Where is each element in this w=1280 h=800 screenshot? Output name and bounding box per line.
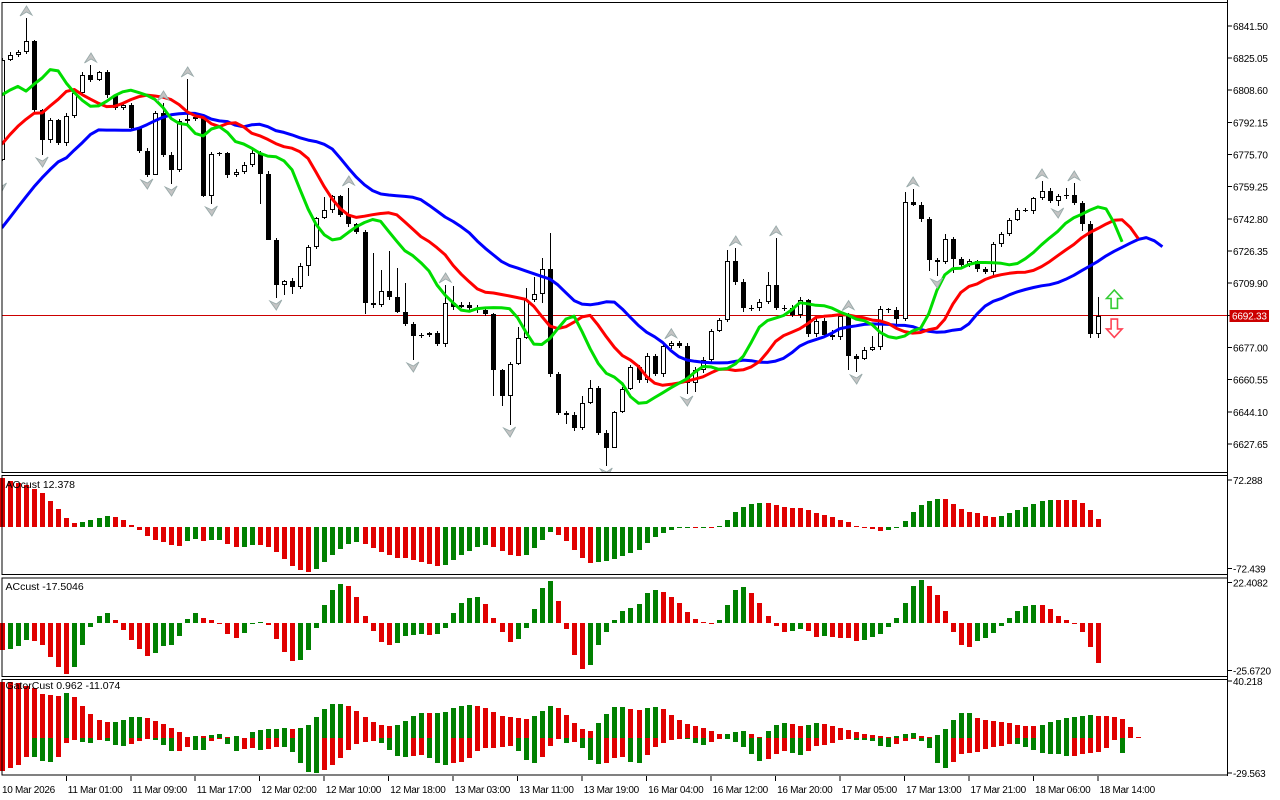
svg-text:ACcust -17.5046: ACcust -17.5046	[6, 581, 84, 593]
svg-text:72.288: 72.288	[1233, 476, 1263, 487]
svg-text:18 Mar 14:00: 18 Mar 14:00	[1100, 785, 1156, 796]
svg-text:16 Mar 04:00: 16 Mar 04:00	[648, 785, 704, 796]
svg-text:13 Mar 19:00: 13 Mar 19:00	[584, 785, 640, 796]
svg-text:6726.35: 6726.35	[1233, 247, 1268, 258]
svg-text:22.4082: 22.4082	[1233, 578, 1268, 589]
svg-text:11 Mar 09:00: 11 Mar 09:00	[132, 785, 187, 796]
svg-text:6775.70: 6775.70	[1233, 151, 1268, 162]
svg-text:6709.90: 6709.90	[1233, 279, 1268, 290]
svg-text:16 Mar 20:00: 16 Mar 20:00	[777, 785, 833, 796]
svg-text:6692.33: 6692.33	[1232, 312, 1267, 323]
svg-text:13 Mar 11:00: 13 Mar 11:00	[519, 785, 574, 796]
svg-text:6808.60: 6808.60	[1233, 86, 1268, 97]
svg-text:17 Mar 05:00: 17 Mar 05:00	[842, 785, 898, 796]
svg-text:12 Mar 10:00: 12 Mar 10:00	[326, 785, 382, 796]
svg-text:6644.10: 6644.10	[1233, 408, 1268, 419]
svg-text:6660.55: 6660.55	[1233, 376, 1268, 387]
svg-text:11 Mar 01:00: 11 Mar 01:00	[68, 785, 123, 796]
svg-text:6792.15: 6792.15	[1233, 118, 1268, 129]
svg-text:18 Mar 06:00: 18 Mar 06:00	[1035, 785, 1091, 796]
svg-text:GatorCust 0.962 -11.074: GatorCust 0.962 -11.074	[6, 680, 121, 692]
svg-text:-25.6720: -25.6720	[1233, 666, 1272, 677]
svg-text:6841.50: 6841.50	[1233, 22, 1268, 33]
svg-text:12 Mar 02:00: 12 Mar 02:00	[261, 785, 317, 796]
svg-text:6627.65: 6627.65	[1233, 440, 1268, 451]
svg-text:AOcust 12.378: AOcust 12.378	[6, 479, 76, 491]
svg-text:13 Mar 03:00: 13 Mar 03:00	[455, 785, 511, 796]
svg-text:6825.05: 6825.05	[1233, 54, 1268, 65]
svg-text:10 Mar 2026: 10 Mar 2026	[2, 785, 56, 796]
svg-text:11 Mar 17:00: 11 Mar 17:00	[197, 785, 252, 796]
svg-text:-29.563: -29.563	[1233, 769, 1266, 780]
svg-text:6742.80: 6742.80	[1233, 215, 1268, 226]
svg-text:6759.25: 6759.25	[1233, 183, 1268, 194]
svg-text:6677.00: 6677.00	[1233, 344, 1268, 355]
svg-text:12 Mar 18:00: 12 Mar 18:00	[390, 785, 446, 796]
svg-text:17 Mar 13:00: 17 Mar 13:00	[906, 785, 962, 796]
svg-text:40.218: 40.218	[1233, 677, 1263, 688]
svg-text:-72.439: -72.439	[1233, 564, 1266, 575]
svg-text:16 Mar 12:00: 16 Mar 12:00	[713, 785, 769, 796]
svg-text:17 Mar 21:00: 17 Mar 21:00	[971, 785, 1027, 796]
